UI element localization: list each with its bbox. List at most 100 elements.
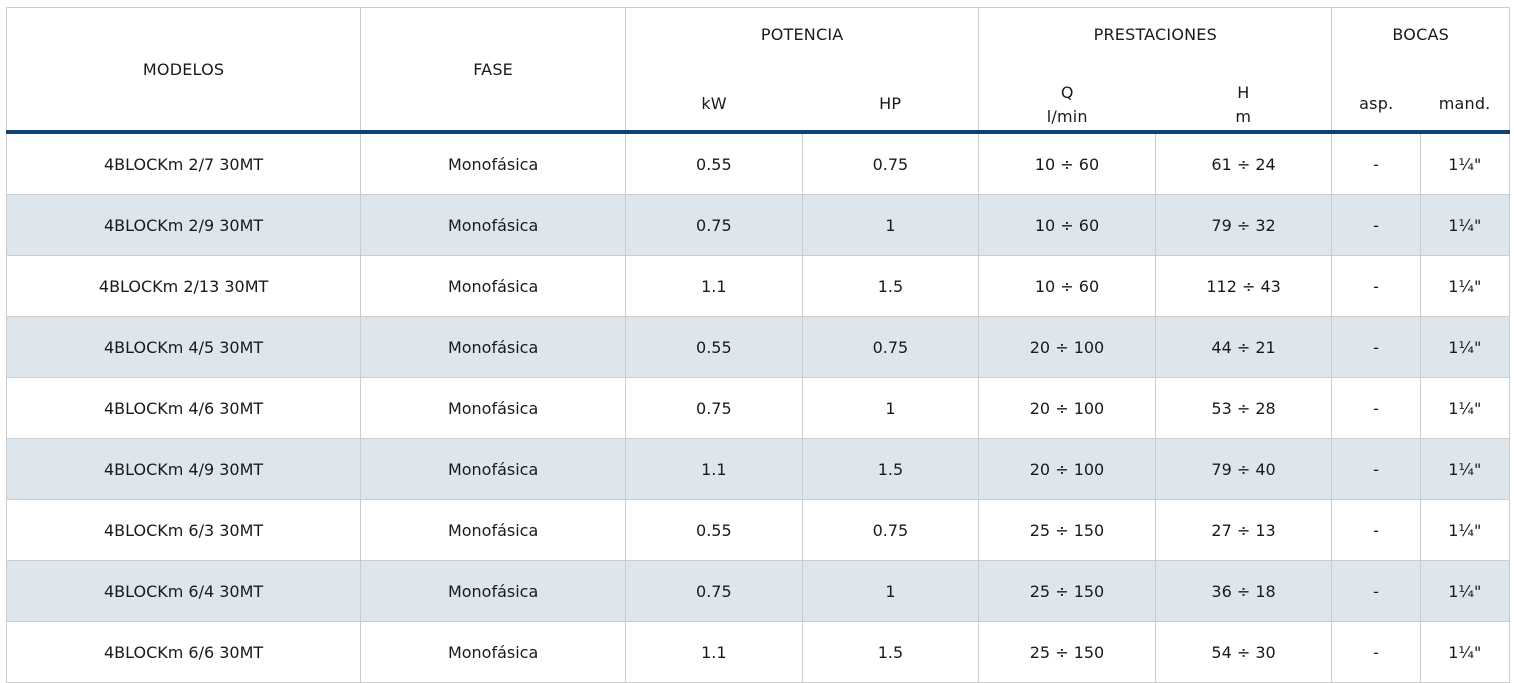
cell-kw: 1.1 [625,438,803,500]
cell-hp: 1.5 [801,255,980,317]
cell-kw: 1.1 [625,255,803,317]
cell-mand: 1¼" [1419,499,1511,561]
cell-hp: 1 [801,194,980,256]
header-h-unit: m [1235,106,1252,126]
table-row: 4BLOCKm 4/5 30MT Monofásica 0.55 0.75 20 ÷ 1… [5,316,1511,378]
cell-kw: 0.75 [625,560,803,622]
cell-asp: - [1331,194,1421,256]
cell-hp: 1 [801,377,980,439]
cell-fase: Monofásica [360,194,627,256]
table-row: 4BLOCKm 2/13 30MT Monofásica 1.1 1.5 10 ÷ 60… [5,255,1511,317]
cell-modelo: 4BLOCKm 2/9 30MT [5,194,362,256]
cell-q: 10 ÷ 60 [978,130,1156,195]
cell-mand: 1¼" [1419,438,1511,500]
cell-h: 61 ÷ 24 [1154,130,1333,195]
cell-modelo: 4BLOCKm 2/13 30MT [5,255,362,317]
cell-q: 10 ÷ 60 [978,255,1156,317]
header-modelos: MODELOS [5,7,362,133]
cell-asp: - [1331,130,1421,195]
table-row: 4BLOCKm 6/3 30MT Monofásica 0.55 0.75 25 ÷ 1… [5,499,1511,561]
header-kw: kW [625,77,803,133]
header-prestaciones: PRESTACIONES [978,7,1333,77]
cell-hp: 1 [801,560,980,622]
cell-fase: Monofásica [360,499,627,561]
cell-q: 10 ÷ 60 [978,194,1156,256]
table-row: 4BLOCKm 2/7 30MT Monofásica 0.55 0.75 10 ÷ 6… [5,130,1511,195]
table-row: 4BLOCKm 4/9 30MT Monofásica 1.1 1.5 20 ÷ 100… [5,438,1511,500]
cell-kw: 0.55 [625,316,803,378]
cell-q: 25 ÷ 150 [978,621,1156,683]
cell-h: 27 ÷ 13 [1154,499,1333,561]
cell-asp: - [1331,499,1421,561]
cell-fase: Monofásica [360,377,627,439]
cell-kw: 0.55 [625,499,803,561]
cell-modelo: 4BLOCKm 4/9 30MT [5,438,362,500]
cell-q: 25 ÷ 150 [978,499,1156,561]
cell-mand: 1¼" [1419,194,1511,256]
cell-fase: Monofásica [360,130,627,195]
cell-h: 79 ÷ 40 [1154,438,1333,500]
cell-mand: 1¼" [1419,316,1511,378]
header-row-groups: MODELOS FASE POTENCIA PRESTACIONES BOCAS [5,7,1510,133]
cell-mand: 1¼" [1419,560,1511,622]
cell-modelo: 4BLOCKm 2/7 30MT [5,130,362,195]
header-h: H m [1155,77,1333,133]
cell-fase: Monofásica [360,438,627,500]
table-body: 4BLOCKm 2/7 30MT Monofásica 0.55 0.75 10 ÷ 6… [5,130,1511,683]
table-row: 4BLOCKm 6/6 30MT Monofásica 1.1 1.5 25 ÷ 150… [5,621,1511,683]
cell-hp: 0.75 [801,316,980,378]
cell-q: 20 ÷ 100 [978,316,1156,378]
cell-h: 36 ÷ 18 [1154,560,1333,622]
pump-specs-table: MODELOS FASE POTENCIA PRESTACIONES BOCAS… [5,7,1511,683]
cell-h: 44 ÷ 21 [1154,316,1333,378]
header-q-label: Q [1060,82,1074,102]
table-row: 4BLOCKm 2/9 30MT Monofásica 0.75 1 10 ÷ 60 79… [5,194,1511,256]
cell-hp: 0.75 [801,130,980,195]
cell-fase: Monofásica [360,255,627,317]
header-q: Q l/min [978,77,1156,133]
table-row: 4BLOCKm 4/6 30MT Monofásica 0.75 1 20 ÷ 100 5… [5,377,1511,439]
cell-mand: 1¼" [1419,255,1511,317]
cell-asp: - [1331,377,1421,439]
cell-mand: 1¼" [1419,621,1511,683]
cell-asp: - [1331,438,1421,500]
header-mand: mand. [1420,77,1511,133]
cell-mand: 1¼" [1419,130,1511,195]
header-q-unit: l/min [1046,106,1088,126]
table-row: 4BLOCKm 6/4 30MT Monofásica 0.75 1 25 ÷ 150 3… [5,560,1511,622]
cell-kw: 0.75 [625,194,803,256]
header-bocas: BOCAS [1331,7,1510,77]
specs-table-container: MODELOS FASE POTENCIA PRESTACIONES BOCAS… [5,7,1511,683]
cell-fase: Monofásica [360,621,627,683]
header-h-label: H [1237,82,1250,102]
cell-h: 112 ÷ 43 [1154,255,1333,317]
cell-q: 20 ÷ 100 [978,438,1156,500]
header-potencia: POTENCIA [625,7,980,77]
cell-modelo: 4BLOCKm 6/3 30MT [5,499,362,561]
cell-q: 25 ÷ 150 [978,560,1156,622]
cell-modelo: 4BLOCKm 4/5 30MT [5,316,362,378]
cell-fase: Monofásica [360,560,627,622]
cell-hp: 1.5 [801,621,980,683]
cell-mand: 1¼" [1419,377,1511,439]
table-header: MODELOS FASE POTENCIA PRESTACIONES BOCAS… [5,7,1511,133]
header-asp: asp. [1331,77,1421,133]
cell-asp: - [1331,316,1421,378]
cell-h: 54 ÷ 30 [1154,621,1333,683]
header-row-units: kW HP Q l/min H m asp. mand. [7,77,1511,133]
cell-kw: 1.1 [625,621,803,683]
cell-asp: - [1331,621,1421,683]
cell-modelo: 4BLOCKm 6/6 30MT [5,621,362,683]
cell-asp: - [1331,560,1421,622]
cell-h: 53 ÷ 28 [1154,377,1333,439]
cell-kw: 0.55 [625,130,803,195]
cell-modelo: 4BLOCKm 4/6 30MT [5,377,362,439]
cell-kw: 0.75 [625,377,803,439]
cell-fase: Monofásica [360,316,627,378]
cell-hp: 1.5 [801,438,980,500]
cell-hp: 0.75 [801,499,980,561]
cell-modelo: 4BLOCKm 6/4 30MT [5,560,362,622]
header-fase: FASE [360,7,627,133]
header-hp: HP [802,77,980,133]
cell-h: 79 ÷ 32 [1154,194,1333,256]
